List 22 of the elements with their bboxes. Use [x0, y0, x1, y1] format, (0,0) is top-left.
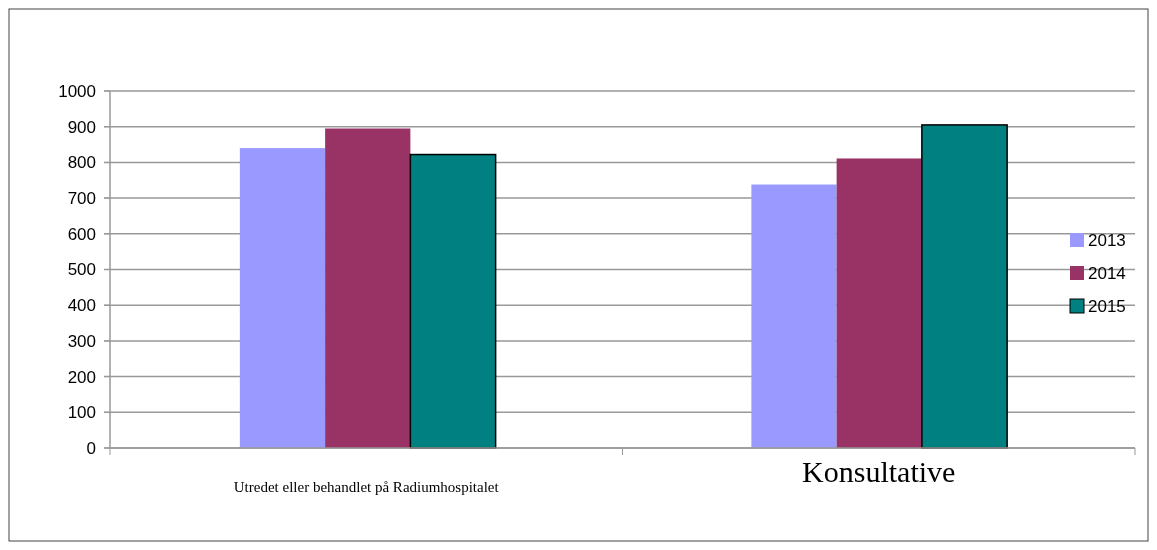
- legend-label: 2015: [1088, 296, 1126, 316]
- y-tick-label: 700: [67, 189, 96, 209]
- bar: [239, 148, 326, 448]
- y-tick-label: 800: [67, 153, 96, 173]
- bar: [921, 124, 1008, 449]
- bar: [409, 153, 497, 449]
- bar: [751, 184, 837, 448]
- x-tick-label: Utredet eller behandlet på Radiumhospitalet: [233, 479, 500, 495]
- y-tick-label: 900: [67, 117, 96, 137]
- y-tick-label: 1000: [58, 81, 96, 101]
- y-tick-label: 300: [67, 331, 96, 351]
- y-tick-label: 100: [67, 403, 96, 423]
- bar: [836, 158, 922, 448]
- legend-label: 2014: [1088, 263, 1126, 283]
- y-tick-label: 500: [67, 260, 96, 280]
- x-tick-label: Konsultative: [802, 455, 956, 488]
- y-tick-label: 400: [67, 296, 96, 316]
- y-tick-label: 200: [67, 367, 96, 387]
- legend-label: 2013: [1088, 230, 1126, 250]
- y-tick-label: 0: [86, 438, 96, 458]
- y-tick-label: 600: [67, 224, 96, 244]
- bar: [325, 128, 411, 448]
